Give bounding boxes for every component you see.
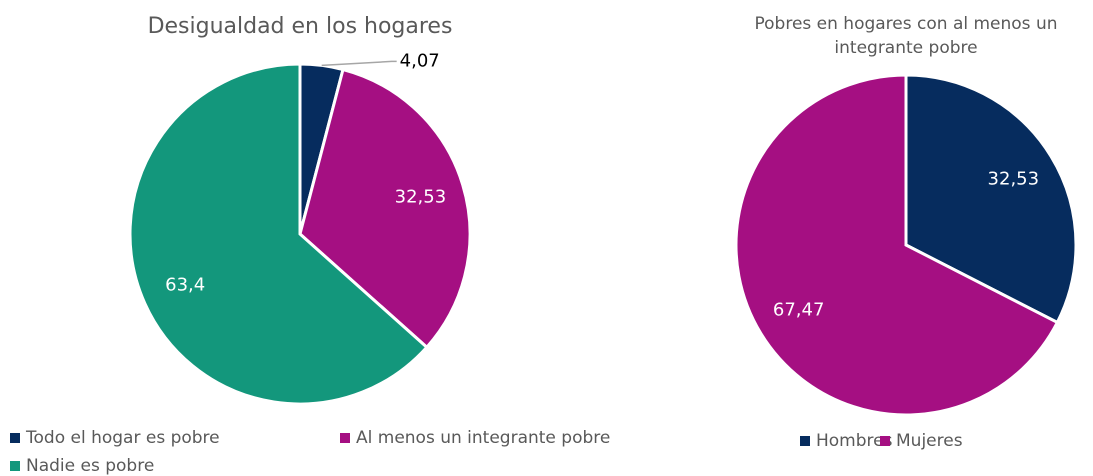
data-label: 4,07	[400, 50, 440, 71]
legend-label: Mujeres	[896, 431, 963, 451]
legend-label: Nadie es pobre	[26, 456, 154, 476]
legend-swatch	[10, 461, 20, 471]
pie-slice	[734, 73, 1060, 417]
pie-slice	[904, 73, 1078, 325]
legend-swatch	[10, 433, 20, 443]
legend-label: Hombres	[816, 431, 893, 451]
data-label: 63,4	[165, 274, 205, 295]
data-label: 32,53	[395, 187, 447, 208]
chart-title: Desigualdad en los hogares	[147, 14, 453, 39]
data-label: 67,47	[773, 300, 825, 321]
legend-swatch	[800, 436, 810, 446]
legend-swatch	[880, 436, 890, 446]
pie-slice	[298, 67, 472, 350]
pie-slice	[128, 62, 429, 406]
data-label: 32,53	[988, 168, 1040, 189]
legend-label: Al menos un integrante pobre	[356, 428, 610, 448]
chart-title: Pobres en hogares con al menos un integr…	[754, 14, 1058, 58]
legend-swatch	[340, 433, 350, 443]
leader-line	[321, 60, 397, 67]
legend-label: Todo el hogar es pobre	[25, 428, 220, 448]
